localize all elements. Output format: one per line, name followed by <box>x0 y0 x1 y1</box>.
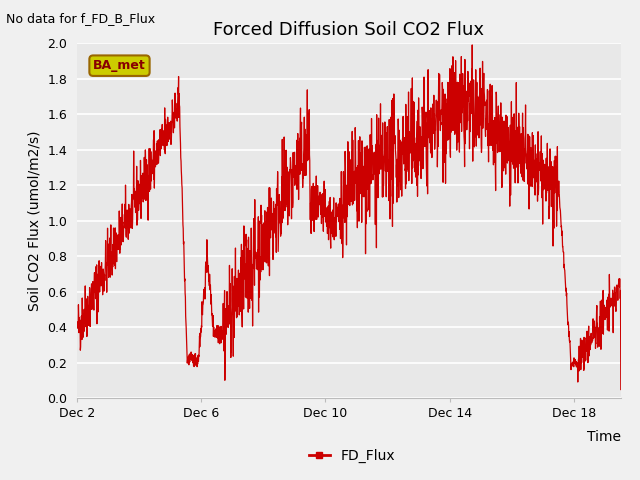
Text: Time: Time <box>587 431 621 444</box>
Y-axis label: Soil CO2 Flux (umol/m2/s): Soil CO2 Flux (umol/m2/s) <box>28 131 42 311</box>
Text: No data for f_FD_B_Flux: No data for f_FD_B_Flux <box>6 12 156 25</box>
Text: BA_met: BA_met <box>93 59 146 72</box>
Legend: FD_Flux: FD_Flux <box>303 443 401 468</box>
Title: Forced Diffusion Soil CO2 Flux: Forced Diffusion Soil CO2 Flux <box>213 21 484 39</box>
